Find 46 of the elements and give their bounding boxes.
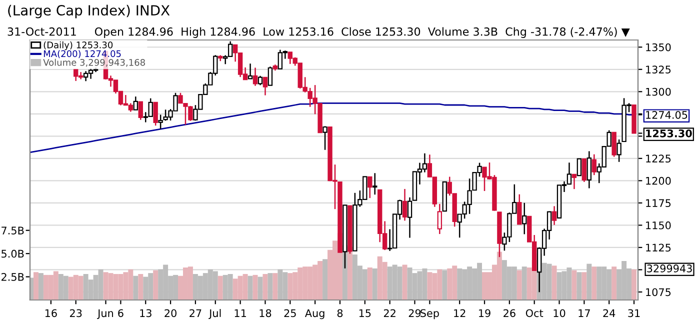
y-tick-label: 1274.05 xyxy=(646,110,688,119)
x-tick-label: Oct xyxy=(526,309,544,318)
x-tick-label: 17 xyxy=(578,309,590,317)
y-tick-label: 1075 xyxy=(646,288,671,296)
x-tick-label: Jul xyxy=(208,309,221,320)
x-tick-label: 31 xyxy=(628,309,640,318)
y-tick-label: 1225 xyxy=(646,154,671,163)
x-tick-label: 27 xyxy=(190,309,202,317)
text: Open 1284.96 High 1284.96 Low 1253.16 Close 1253.30 Volume 3.3B Chg -31.78 (-2.47%) ▼ xyxy=(94,27,630,38)
legend-label: Volume 3,299,943,168 xyxy=(43,58,145,67)
x-tick-label: 26 xyxy=(504,309,516,318)
x-tick-label: 13 xyxy=(140,309,152,318)
x-tick-label: 16 xyxy=(45,309,57,318)
x-tick-label: 19 xyxy=(479,309,490,318)
x-tick-label: 11 xyxy=(234,309,246,317)
x-tick-label: Sep xyxy=(420,309,439,320)
text: MA(200) 1274.05 xyxy=(44,50,121,58)
y2-tick-label: 5.0B xyxy=(2,250,24,258)
y-tick-label: 1175 xyxy=(646,199,671,208)
x-tick-label: 18 xyxy=(260,309,272,318)
chart-title: (Large Cap Index) INDX xyxy=(8,4,170,18)
x-tick-label: 22 xyxy=(384,309,396,317)
x-tick-label: Jun xyxy=(97,309,114,320)
y-tick-label: 1150 xyxy=(646,221,671,230)
y2-tick-label: 2.5B xyxy=(1,273,24,281)
x-tick-label: 20 xyxy=(164,309,176,318)
text: 3299943 xyxy=(647,264,692,272)
x-tick-label: 8 xyxy=(337,309,343,318)
chart-subtitle: 31-Oct-2011 xyxy=(8,27,76,36)
y-tick-label: 1350 xyxy=(646,43,671,52)
x-tick-label: 6 xyxy=(118,309,124,318)
y-tick-label: 1300 xyxy=(646,88,671,96)
x-tick-label: 15 xyxy=(359,309,371,318)
legend-label: (Daily) 1253.30 xyxy=(44,41,113,50)
y-tick-label: 1200 xyxy=(646,176,671,185)
y2-tick-label: 7.5B xyxy=(2,226,24,234)
x-tick-label: 29 xyxy=(408,309,421,318)
x-tick-label: 10 xyxy=(554,309,566,318)
y-tick-label: 1325 xyxy=(646,66,671,74)
x-tick-label: 12 xyxy=(454,309,466,317)
y-tick-label: 1125 xyxy=(646,244,671,252)
x-tick-label: 25 xyxy=(284,309,296,318)
y-tick-label: 1253.30 xyxy=(646,129,692,138)
x-tick-label: Aug xyxy=(304,309,324,320)
x-tick-label: 23 xyxy=(70,309,82,318)
x-tick-label: 24 xyxy=(603,309,616,317)
